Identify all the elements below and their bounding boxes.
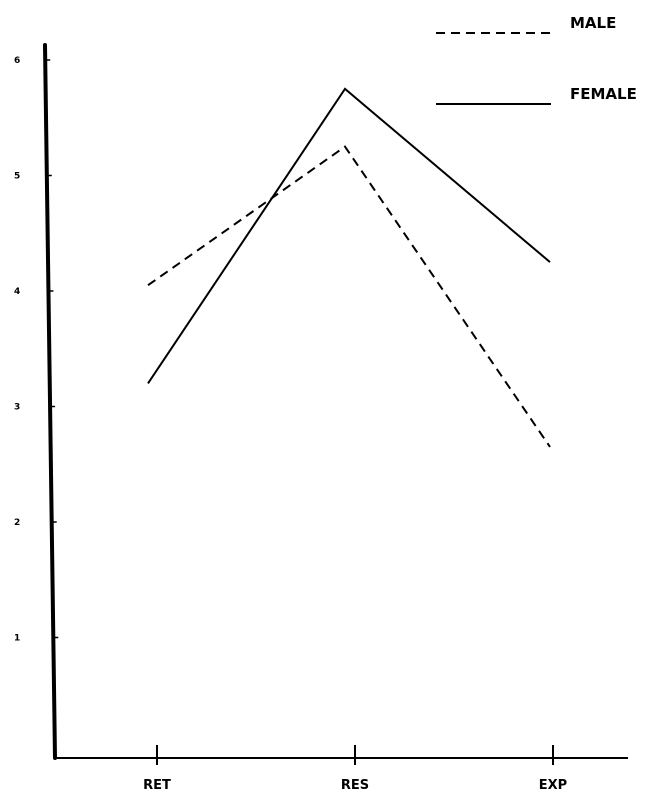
x-tick-label: RET <box>143 778 171 792</box>
series-line-female <box>147 87 551 384</box>
y-tick-label: 5 <box>14 172 20 182</box>
y-tick-label: 1 <box>14 634 20 644</box>
y-tick-label: 2 <box>14 518 20 528</box>
x-tick-label: RES <box>341 778 369 792</box>
series-line-male <box>147 145 551 448</box>
y-axis-line <box>43 43 57 760</box>
legend-label-female: FEMALE <box>570 85 637 103</box>
y-tick-label: 4 <box>14 287 20 297</box>
axes: 1 2 3 4 5 6 RET RES EXP <box>14 43 628 792</box>
legend-label-male: MALE <box>570 14 616 32</box>
y-tick-label: 3 <box>14 403 20 413</box>
y-tick-label: 6 <box>14 56 20 66</box>
x-tick-label: EXP <box>539 778 567 792</box>
legend: MALE FEMALE <box>436 14 637 105</box>
series-lines <box>147 87 551 448</box>
